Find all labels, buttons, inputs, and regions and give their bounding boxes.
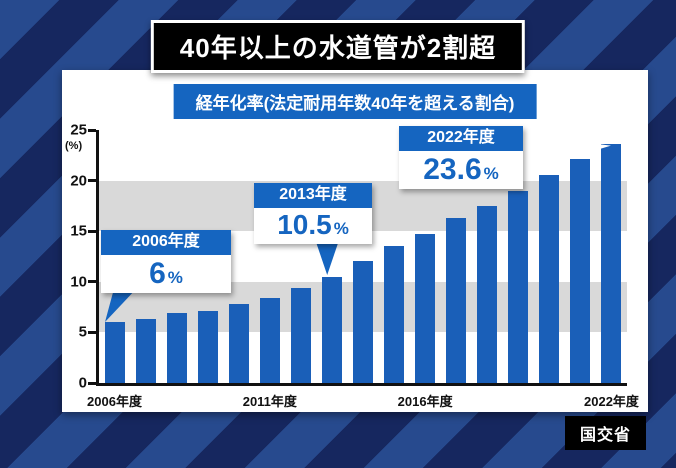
bar-series [99,130,627,383]
bar-2021 [570,159,590,383]
y-tick-mark-0 [88,381,96,385]
y-tick-20: 20 [70,172,87,190]
bar-2009 [198,311,218,383]
bar-2012 [291,287,311,383]
title-banner: 40年以上の水道管が2割超 [150,20,526,73]
callout-2006-value: 6% [149,256,183,290]
callout-2006-year: 2006年度 [101,230,231,255]
bar-2011 [260,298,280,383]
y-tick-mark-5 [88,330,96,334]
y-axis-unit-label: (%) [65,140,83,152]
y-tick-15: 15 [70,222,87,240]
subtitle-banner: 経年化率(法定耐用年数40年を超える割合) [173,84,537,119]
source-box: 国交省 [564,416,646,450]
bar-2010 [229,304,249,383]
bar-2006 [105,322,125,383]
x-tick-2011: 2011年度 [242,394,297,409]
y-tick-25: 25 [70,121,87,139]
callout-2022: 2022年度 23.6% [399,126,523,189]
bar-2015 [384,246,404,383]
bar-chart-plot: 0 5 10 15 20 25 (%) 2006年度 2011年度 2016年度 2022年度 … [65,123,639,410]
y-tick-mark-20 [88,179,96,183]
source-text: 国交省 [579,427,631,444]
callout-2013-year: 2013年度 [254,183,372,208]
callout-2022-value: 23.6% [423,152,499,186]
x-tick-2016: 2016年度 [397,394,453,409]
x-tick-2022: 2022年度 [584,394,639,409]
title-text: 40年以上の水道管が2割超 [179,33,497,63]
callout-2022-year: 2022年度 [399,126,523,151]
subtitle-text: 経年化率(法定耐用年数40年を超える割合) [195,94,515,113]
bar-2018 [477,205,497,383]
bar-2020 [539,174,559,383]
bar-2017 [446,218,466,383]
callout-2006: 2006年度 6% [101,230,231,293]
x-tick-2006: 2006年度 [87,394,142,409]
callout-2013-value: 10.5% [277,208,349,240]
bar-2007 [136,319,156,383]
y-tick-mark-25 [88,128,96,132]
y-tick-10: 10 [70,273,87,291]
y-tick-5: 5 [78,323,87,341]
bar-2014 [353,260,373,383]
bar-2008 [167,313,187,383]
callout-2013: 2013年度 10.5% [254,183,372,244]
y-tick-mark-15 [88,229,96,233]
bar-2013 [322,276,342,383]
bar-2022 [601,144,621,383]
y-tick-0: 0 [78,374,87,392]
chart-card: 経年化率(法定耐用年数40年を超える割合) 0 5 10 15 20 25 (%) 200… [62,70,648,412]
bar-2019 [508,190,528,383]
bar-2016 [415,234,435,383]
y-tick-mark-10 [88,280,96,284]
